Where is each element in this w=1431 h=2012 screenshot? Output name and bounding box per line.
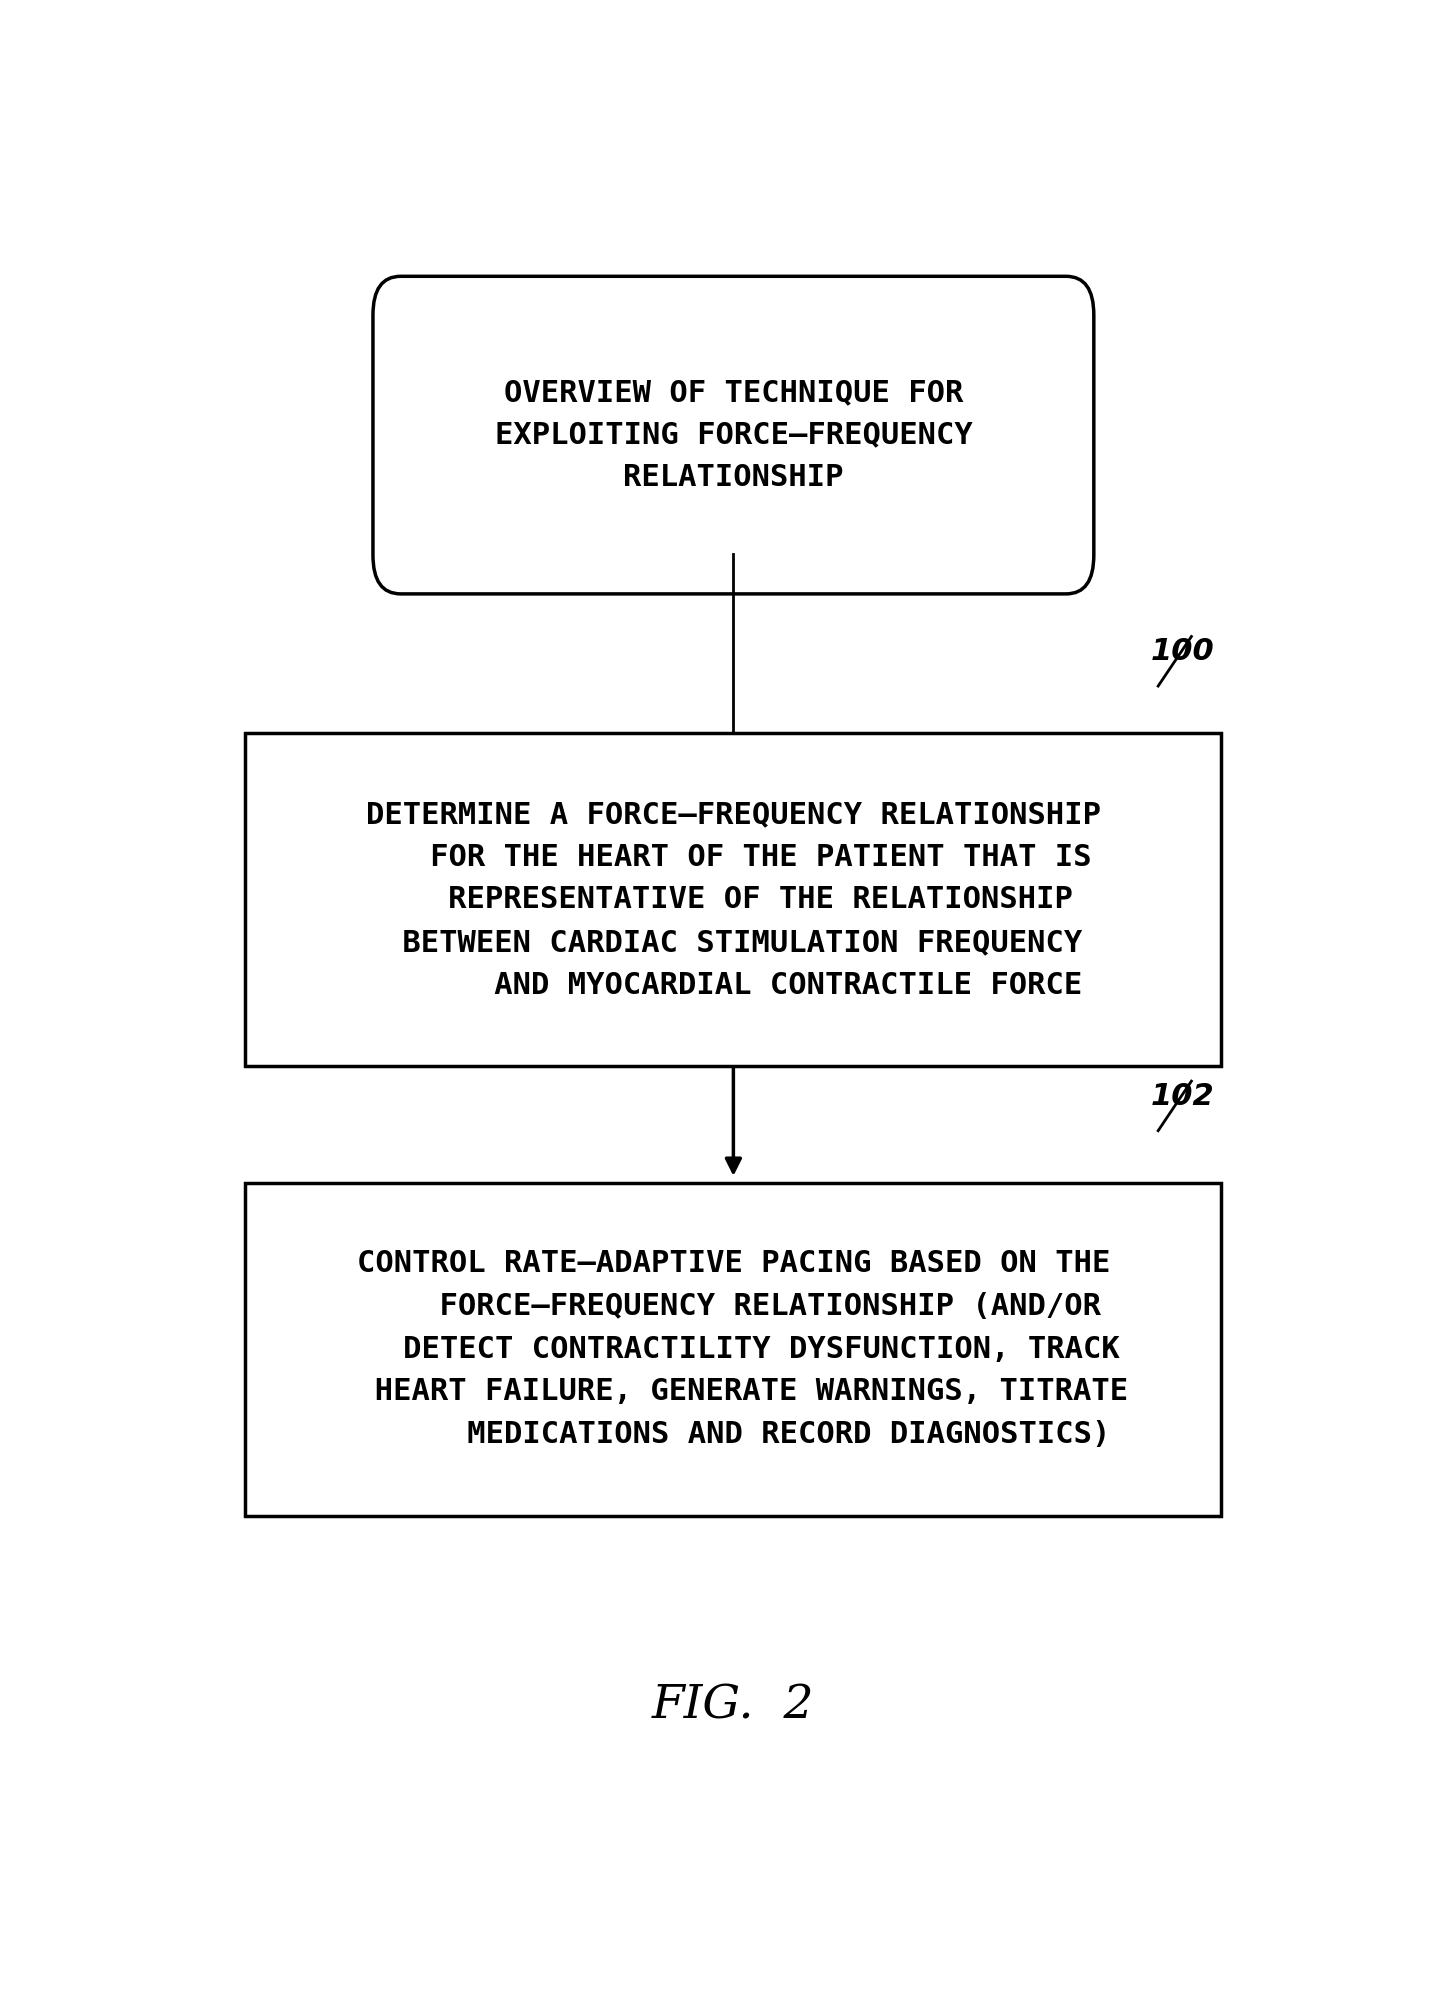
Text: CONTROL RATE–ADAPTIVE PACING BASED ON THE
    FORCE–FREQUENCY RELATIONSHIP (AND/: CONTROL RATE–ADAPTIVE PACING BASED ON TH… <box>338 1249 1129 1449</box>
Text: 100: 100 <box>1151 638 1215 666</box>
Text: OVERVIEW OF TECHNIQUE FOR
EXPLOITING FORCE–FREQUENCY
RELATIONSHIP: OVERVIEW OF TECHNIQUE FOR EXPLOITING FOR… <box>495 378 972 493</box>
FancyBboxPatch shape <box>246 1183 1222 1515</box>
Text: DETERMINE A FORCE–FREQUENCY RELATIONSHIP
   FOR THE HEART OF THE PATIENT THAT IS: DETERMINE A FORCE–FREQUENCY RELATIONSHIP… <box>366 799 1100 1000</box>
FancyBboxPatch shape <box>373 276 1093 594</box>
Text: FIG.  2: FIG. 2 <box>653 1682 814 1728</box>
FancyBboxPatch shape <box>246 732 1222 1066</box>
Text: 102: 102 <box>1151 1082 1215 1111</box>
